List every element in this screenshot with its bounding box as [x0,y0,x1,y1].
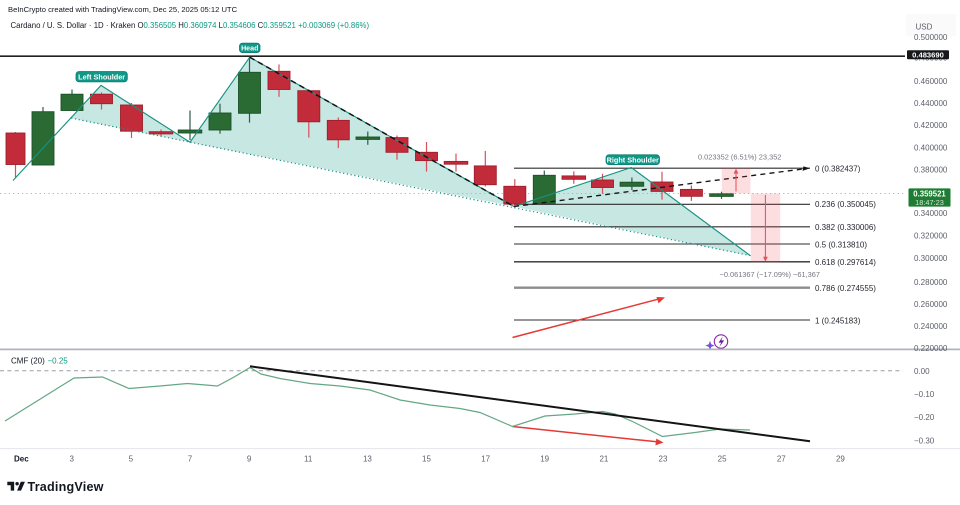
svg-text:0.5 (0.313810): 0.5 (0.313810) [815,240,867,249]
svg-text:21: 21 [599,455,608,464]
svg-text:0 (0.382437): 0 (0.382437) [815,165,861,174]
svg-text:0.500000: 0.500000 [914,33,948,42]
svg-text:23: 23 [659,455,668,464]
svg-text:9: 9 [247,455,252,464]
svg-text:0.460000: 0.460000 [914,77,948,86]
svg-text:18:47:23: 18:47:23 [915,198,944,207]
svg-text:27: 27 [777,455,786,464]
svg-text:15: 15 [422,455,431,464]
svg-text:CMF (20): CMF (20) [11,357,45,366]
svg-text:0.440000: 0.440000 [914,99,948,108]
svg-text:0.340000: 0.340000 [914,209,948,218]
svg-text:BeInCrypto created with Tradin: BeInCrypto created with TradingView.com,… [8,5,238,14]
svg-text:0.220000: 0.220000 [914,344,948,353]
svg-text:0.618 (0.297614): 0.618 (0.297614) [815,258,876,267]
svg-text:0.483690: 0.483690 [912,50,944,59]
svg-text:11: 11 [304,455,313,464]
svg-text:0.420000: 0.420000 [914,121,948,130]
svg-text:0.236 (0.350045): 0.236 (0.350045) [815,200,876,209]
svg-text:Head: Head [241,45,258,53]
svg-text:13: 13 [363,455,372,464]
svg-text:25: 25 [718,455,727,464]
svg-text:0.280000: 0.280000 [914,278,948,287]
svg-text:5: 5 [129,455,134,464]
svg-text:−0.30: −0.30 [914,436,935,445]
svg-text:Left Shoulder: Left Shoulder [78,72,125,81]
svg-text:−0.25: −0.25 [48,357,69,366]
svg-text:Cardano / U. S. Dollar · 1D ·: Cardano / U. S. Dollar · 1D · Kraken O0.… [11,21,370,30]
svg-text:17: 17 [481,455,490,464]
svg-text:0.00: 0.00 [914,367,930,376]
svg-text:0.359521: 0.359521 [913,189,946,198]
svg-text:0.300000: 0.300000 [914,254,948,263]
svg-text:0.023352 (6.51%) 23,352: 0.023352 (6.51%) 23,352 [698,152,781,161]
svg-text:0.240000: 0.240000 [914,322,948,331]
svg-text:0.400000: 0.400000 [914,144,948,153]
svg-text:Dec: Dec [14,455,29,464]
svg-text:29: 29 [836,455,845,464]
svg-text:3: 3 [69,455,74,464]
svg-text:TradingView: TradingView [28,480,104,494]
svg-text:−0.20: −0.20 [914,413,935,422]
svg-text:−0.061367 (−17.09%) −61,367: −0.061367 (−17.09%) −61,367 [720,270,820,279]
svg-text:USD: USD [916,23,933,32]
svg-text:0.786 (0.274555): 0.786 (0.274555) [815,284,876,293]
svg-text:Right Shoulder: Right Shoulder [607,155,659,164]
svg-text:0.380000: 0.380000 [914,165,948,174]
svg-text:7: 7 [188,455,193,464]
svg-text:−0.10: −0.10 [914,390,935,399]
svg-text:0.320000: 0.320000 [914,232,948,241]
svg-text:1 (0.245183): 1 (0.245183) [815,316,861,325]
svg-text:0.382 (0.330006): 0.382 (0.330006) [815,223,876,232]
svg-text:0.260000: 0.260000 [914,300,948,309]
svg-text:19: 19 [540,455,549,464]
